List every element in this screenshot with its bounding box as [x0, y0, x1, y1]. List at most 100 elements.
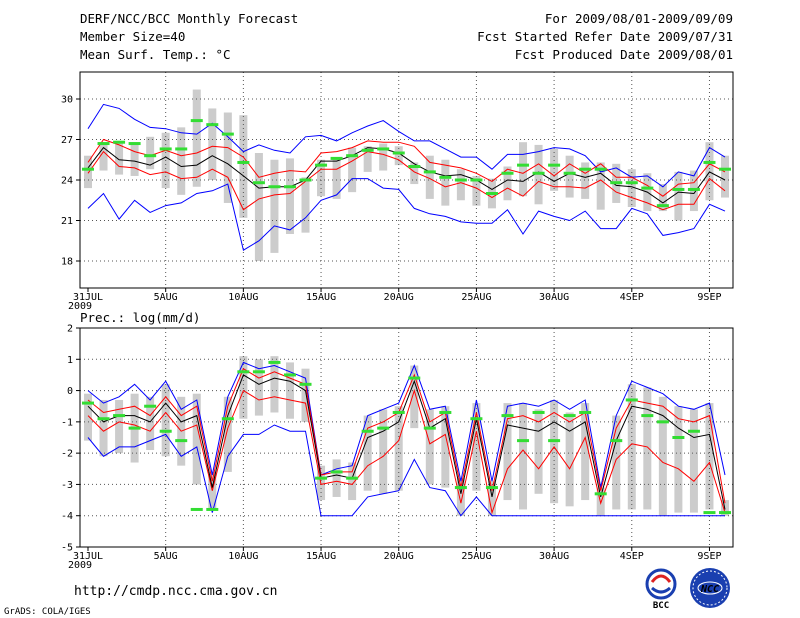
temp-observed-marker-29 — [532, 171, 545, 175]
precip-ytick-label-6: 1 — [67, 355, 73, 366]
precip-series-p25-line — [87, 388, 726, 515]
precip-observed-marker-36 — [641, 414, 654, 418]
temp-spread-bar-8 — [208, 108, 217, 180]
temp-spread-bar-4 — [146, 136, 155, 170]
precip-xtick-label-6: 30AUG — [539, 551, 569, 562]
precip-observed-marker-5 — [159, 429, 172, 433]
temp-observed-marker-34 — [610, 181, 623, 185]
precip-observed-marker-31 — [563, 414, 576, 418]
temp-spread-bar-14 — [301, 177, 310, 233]
precip-observed-marker-7 — [190, 507, 203, 511]
temp-observed-marker-8 — [206, 123, 219, 127]
precip-series-p75-line — [87, 367, 726, 504]
precip-observed-marker-22 — [423, 426, 436, 430]
temp-spread-bar-27 — [503, 166, 512, 201]
temp-observed-marker-5 — [159, 147, 172, 151]
member-size-label: Member Size=40 — [80, 29, 185, 44]
source-url: http://cmdp.ncc.cma.gov.cn — [74, 584, 278, 599]
precip-spread-bar-32 — [581, 403, 590, 501]
precip-spread-bar-25 — [472, 403, 481, 491]
temp-observed-marker-11 — [252, 181, 265, 185]
precip-xtick-label-1: 5AUG — [154, 551, 178, 562]
temp-observed-marker-2 — [113, 140, 126, 144]
precip-observed-marker-16 — [330, 470, 343, 474]
precip-observed-marker-35 — [625, 398, 638, 402]
precip-observed-marker-24 — [454, 486, 467, 490]
temp-spread-bar-11 — [254, 153, 263, 261]
precip-observed-marker-6 — [175, 439, 188, 443]
temp-spread-bar-18 — [363, 146, 372, 172]
precip-spread-bar-12 — [270, 356, 279, 413]
temp-observed-marker-3 — [128, 142, 141, 146]
temp-observed-marker-39 — [687, 187, 700, 191]
fcst-produced-label: Fcst Produced Date 2009/08/01 — [515, 47, 733, 62]
temp-observed-marker-13 — [283, 185, 296, 189]
precip-ytick-label-0: -5 — [61, 543, 73, 554]
precip-spread-bar-21 — [410, 365, 419, 429]
temp-observed-marker-40 — [703, 160, 716, 164]
temp-observed-marker-15 — [315, 163, 328, 167]
temp-spread-bar-22 — [425, 155, 434, 199]
precip-observed-marker-8 — [206, 507, 219, 511]
temp-spread-bar-19 — [379, 143, 388, 171]
precip-observed-marker-26 — [485, 486, 498, 490]
ncc-logo-globe — [697, 581, 723, 595]
precip-spread-bar-16 — [332, 459, 341, 497]
temp-xtick-label-0: 31JUL — [73, 292, 103, 303]
ncc-logo: NCC — [690, 568, 730, 608]
precip-xtick-label-0: 31JUL — [73, 551, 103, 562]
temp-xtick-label-2: 10AUG — [228, 292, 258, 303]
precip-observed-marker-11 — [252, 370, 265, 374]
precip-spread-bar-36 — [643, 387, 652, 510]
temp-observed-marker-27 — [501, 171, 514, 175]
temp-xtick-label-0-year: 2009 — [68, 301, 92, 312]
temp-xtick-label-3: 15AUG — [306, 292, 336, 303]
temp-spread-bar-40 — [705, 142, 714, 201]
precip-spread-bar-37 — [658, 396, 667, 516]
temp-observed-marker-38 — [672, 187, 685, 191]
precip-observed-marker-0 — [82, 401, 94, 405]
precip-spread-bar-26 — [487, 481, 496, 516]
precip-spread-bar-13 — [285, 362, 294, 419]
precip-observed-marker-2 — [113, 414, 126, 418]
precip-spread-bar-22 — [425, 409, 434, 485]
precip-observed-marker-20 — [392, 410, 405, 414]
variable-label: Mean Surf. Temp.: °C — [80, 47, 231, 62]
precip-observed-marker-21 — [408, 376, 421, 380]
precip-spread-bar-35 — [627, 384, 636, 510]
temp-observed-marker-24 — [454, 178, 467, 182]
ncc-logo-ring — [692, 570, 728, 606]
precip-spread-bar-2 — [115, 399, 124, 454]
precip-series-min-line — [87, 424, 725, 517]
temp-observed-marker-37 — [656, 204, 669, 208]
temp-spread-bar-24 — [456, 169, 465, 201]
temp-spread-bar-41 — [721, 155, 729, 198]
temp-xtick-label-6: 30AUG — [539, 292, 569, 303]
temp-spread-bar-32 — [581, 162, 590, 199]
temp-observed-marker-9 — [221, 132, 234, 136]
temp-spread-bar-7 — [192, 89, 201, 187]
precip-observed-marker-40 — [703, 511, 716, 515]
precip-observed-marker-9 — [221, 417, 234, 421]
temp-observed-marker-23 — [439, 175, 452, 179]
precip-spread-bar-38 — [674, 406, 683, 513]
precip-observed-marker-19 — [377, 426, 390, 430]
precip-xtick-label-8: 9SEP — [697, 551, 721, 562]
temp-observed-marker-0 — [82, 167, 94, 171]
figure-title: DERF/NCC/BCC Monthly Forecast — [80, 11, 298, 26]
temp-observed-marker-22 — [423, 170, 436, 174]
precip-spread-bar-24 — [456, 478, 465, 516]
temp-xtick-label-1: 5AUG — [154, 292, 178, 303]
temp-spread-bar-20 — [394, 146, 403, 166]
precip-series-mean-line — [87, 374, 726, 510]
precip-spread-bar-28 — [519, 403, 528, 510]
temp-spread-bar-0 — [84, 155, 92, 189]
temp-observed-marker-31 — [563, 171, 576, 175]
precip-spread-bar-31 — [565, 412, 574, 507]
temp-ytick-label-3: 27 — [61, 135, 73, 146]
temp-observed-marker-14 — [299, 178, 312, 182]
temp-observed-marker-7 — [190, 119, 203, 123]
temp-series-min-line — [87, 178, 726, 251]
precip-spread-bar-18 — [363, 415, 372, 491]
